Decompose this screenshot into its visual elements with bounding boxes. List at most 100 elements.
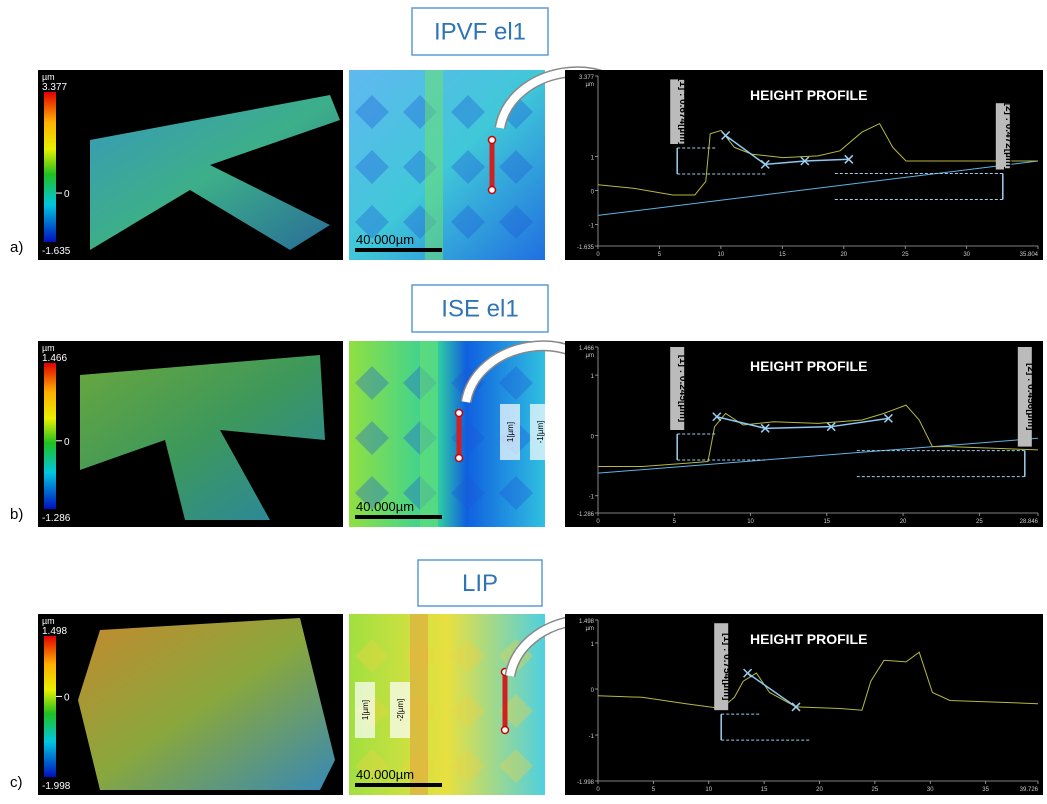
x-tick-label: 10 xyxy=(705,787,712,793)
inset-label: -2[µm] xyxy=(396,699,405,722)
map-stripe xyxy=(410,614,428,795)
fit-point xyxy=(791,702,801,712)
fit-segments xyxy=(725,134,849,166)
annotation-label: [2] : 0.472[µm] xyxy=(1003,103,1014,170)
measure-end xyxy=(487,135,497,145)
title-box xyxy=(411,284,549,333)
map-texture xyxy=(499,694,533,728)
profile-bg xyxy=(565,341,1043,527)
fit-point xyxy=(760,159,770,169)
map-texture xyxy=(451,150,485,184)
map-texture xyxy=(355,749,389,783)
y-tick-label: 0 xyxy=(591,434,595,440)
map-texture xyxy=(355,639,389,673)
colorbar-zero: 0 xyxy=(64,437,70,448)
surface-3d xyxy=(80,355,325,520)
map-texture xyxy=(499,205,533,239)
annotation-box xyxy=(714,623,729,711)
y-tick-label: 1 xyxy=(591,156,595,162)
panel-title: IPVF el1 xyxy=(434,19,526,46)
x-tick-label: 10 xyxy=(718,252,725,258)
x-tick-label: 15 xyxy=(823,519,830,525)
map-texture xyxy=(499,749,533,783)
x-tick-label: 25 xyxy=(976,519,983,525)
x-tick-label: 30 xyxy=(927,787,934,793)
y-unit: µm xyxy=(586,82,594,88)
map-texture xyxy=(355,205,389,239)
fit-point xyxy=(844,154,854,164)
colorbar-min: -1.635 xyxy=(42,246,71,257)
y-tick-label: -1.998 xyxy=(577,780,595,786)
x-tick-label: 25 xyxy=(872,787,879,793)
map-texture xyxy=(451,639,485,673)
x-tick-label: 15 xyxy=(779,252,786,258)
inset-box xyxy=(500,404,520,460)
height-map xyxy=(349,614,545,795)
map-texture xyxy=(451,476,485,510)
surface-3d xyxy=(90,95,340,250)
colorbar xyxy=(44,363,56,509)
x-tick-label: 15 xyxy=(761,787,768,793)
map-texture xyxy=(499,366,533,400)
measure-end xyxy=(454,408,464,418)
inset-box xyxy=(355,682,375,738)
profile-bg xyxy=(565,614,1043,795)
fit-segments xyxy=(716,415,889,430)
panel-letter: a) xyxy=(10,239,23,256)
y-tick-label: -1.635 xyxy=(577,245,595,251)
x-tick-label: 20 xyxy=(840,252,847,258)
panel-title: LIP xyxy=(462,570,498,597)
inset-box xyxy=(390,682,410,738)
colorbar-max: 1.498 xyxy=(42,626,67,637)
x-tick-label: 39.726 xyxy=(1020,787,1039,793)
x-tick-label: 35 xyxy=(982,787,989,793)
annotation-label: [1] : 0.245[µm] xyxy=(677,355,688,422)
x-tick-label: 35.804 xyxy=(1020,252,1039,258)
fit-point xyxy=(712,412,722,422)
y-tick-label: 1.498 xyxy=(579,619,595,625)
measure-end xyxy=(454,453,464,463)
map-texture xyxy=(451,205,485,239)
profile-curve xyxy=(598,404,1039,467)
inset-label: -1[µm] xyxy=(536,421,545,444)
fit-point xyxy=(743,668,753,678)
y-tick-label: 3.377 xyxy=(579,75,595,81)
map-texture xyxy=(499,150,533,184)
reference-line xyxy=(597,160,1039,216)
colorbar xyxy=(44,636,56,777)
reference-line xyxy=(597,437,1039,474)
inset-label: 1[µm] xyxy=(361,700,370,720)
map-texture xyxy=(355,476,389,510)
colorbar-zero: 0 xyxy=(64,189,70,200)
x-tick-label: 28.846 xyxy=(1020,519,1039,525)
x-tick-label: 20 xyxy=(816,787,823,793)
x-tick-label: 30 xyxy=(963,252,970,258)
colorbar-min: -1.286 xyxy=(42,513,71,524)
colorbar-max: 3.377 xyxy=(42,82,67,93)
y-tick-label: 1 xyxy=(591,374,595,380)
profile-title: HEIGHT PROFILE xyxy=(750,87,867,103)
annotation-label: [1] : 0.674[µm] xyxy=(677,78,688,145)
fit-point xyxy=(826,422,836,432)
x-tick-label: 5 xyxy=(652,787,656,793)
title-box xyxy=(411,7,549,56)
profile-title: HEIGHT PROFILE xyxy=(750,631,867,647)
measure-end xyxy=(487,185,497,195)
surface-3d xyxy=(78,618,335,790)
annotation-box xyxy=(1017,347,1032,447)
y-tick-label: 1 xyxy=(591,642,595,648)
panel-letter: b) xyxy=(10,506,23,523)
panel-letter: c) xyxy=(10,774,23,791)
y-tick-label: -1 xyxy=(589,223,595,229)
annotation-box xyxy=(995,103,1010,170)
inset-label: 1[µm] xyxy=(506,422,515,442)
colorbar-unit: µm xyxy=(42,616,55,626)
y-unit: µm xyxy=(586,626,594,632)
y-tick-label: 0 xyxy=(591,688,595,694)
profile-bg xyxy=(565,70,1043,260)
y-tick-label: 0 xyxy=(591,190,595,196)
y-tick-label: -1 xyxy=(589,734,595,740)
fit-point xyxy=(883,413,893,423)
scale-bar-label: 40.000µm xyxy=(356,232,414,247)
map-texture xyxy=(451,694,485,728)
